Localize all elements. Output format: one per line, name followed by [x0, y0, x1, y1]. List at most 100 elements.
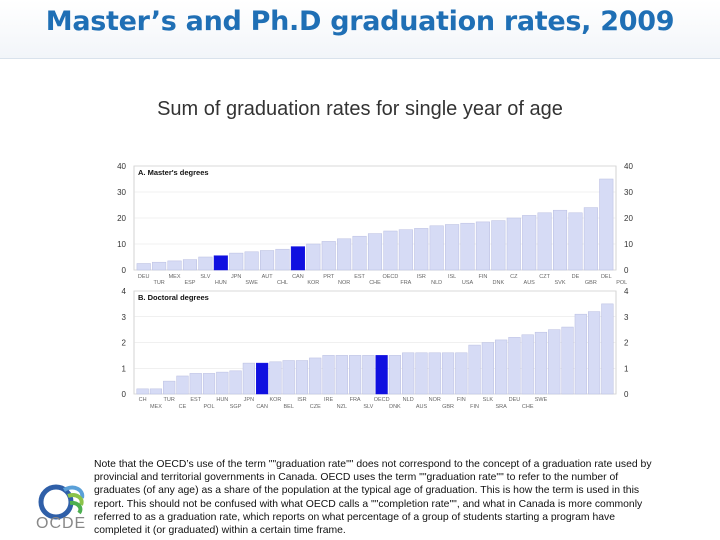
bar: [198, 256, 213, 271]
bar: [534, 331, 548, 395]
bar: [163, 380, 176, 395]
x-tick-label: FRA: [350, 397, 361, 403]
bar: [367, 233, 383, 271]
x-tick-label: DEL: [601, 274, 612, 280]
bar: [306, 243, 321, 271]
bar: [216, 371, 229, 395]
x-tick-label: GBR: [585, 280, 597, 286]
x-tick-label: OECD: [374, 397, 390, 403]
y-tick-label-left: 2: [122, 339, 127, 348]
bar: [244, 251, 259, 271]
x-tick-label: DNK: [389, 404, 401, 410]
x-tick-label: SLV: [363, 404, 373, 410]
x-tick-label: CH: [139, 397, 147, 403]
bar: [348, 355, 362, 395]
panel-title: B. Doctoral degrees: [138, 293, 209, 302]
y-tick-label-right: 2: [624, 339, 629, 348]
bar: [335, 355, 348, 395]
x-tick-label: FIN: [470, 404, 479, 410]
x-tick-label: EST: [190, 397, 201, 403]
x-tick-label: EST: [354, 274, 365, 280]
y-tick-label-right: 10: [624, 240, 633, 249]
x-tick-label: DEU: [138, 274, 150, 280]
x-tick-label: BEL: [283, 404, 293, 410]
bar: [415, 352, 428, 395]
x-tick-label: JPN: [231, 274, 241, 280]
bar: [229, 370, 242, 395]
x-tick-label: MEX: [150, 404, 162, 410]
bar: [167, 260, 182, 271]
bar: [441, 352, 455, 395]
bar: [574, 313, 587, 395]
x-tick-label: POL: [204, 404, 215, 410]
x-tick-label: FRA: [400, 280, 411, 286]
x-tick-label: KOR: [307, 280, 319, 286]
bar: [445, 224, 460, 271]
bar: [269, 361, 282, 395]
y-tick-label-left: 40: [117, 162, 126, 171]
bar: [229, 252, 244, 271]
x-tick-label: KOR: [269, 397, 281, 403]
x-tick-label: TUR: [153, 280, 164, 286]
bar: [295, 360, 309, 395]
x-tick-label: SWE: [535, 397, 548, 403]
bar: [213, 255, 228, 271]
x-tick-label: FIN: [478, 274, 487, 280]
bar: [455, 352, 468, 395]
bar: [149, 388, 163, 395]
bar: [429, 225, 444, 271]
x-tick-label: CHL: [277, 280, 288, 286]
y-tick-label-right: 40: [624, 162, 633, 171]
bar: [402, 352, 415, 395]
x-tick-label: PRT: [323, 274, 335, 280]
bar: [522, 215, 537, 271]
y-tick-label-right: 0: [624, 266, 629, 275]
y-tick-label-left: 0: [122, 266, 127, 275]
x-tick-label: CE: [179, 404, 187, 410]
bar: [414, 228, 429, 271]
x-tick-label: DEU: [509, 397, 521, 403]
bar: [587, 311, 601, 395]
x-tick-label: FIN: [457, 397, 466, 403]
oecd-logo-text: OCDE: [36, 515, 87, 532]
bar: [506, 217, 521, 271]
chart-subtitle: Sum of graduation rates for single year …: [157, 98, 563, 120]
bar: [337, 238, 352, 271]
bar: [290, 246, 305, 271]
x-tick-label: ISR: [297, 397, 306, 403]
x-tick-label: SLV: [200, 274, 210, 280]
bar: [548, 329, 561, 395]
x-tick-label: CAN: [292, 274, 304, 280]
bar: [475, 221, 490, 271]
y-tick-label-left: 3: [122, 313, 127, 322]
y-tick-label-right: 3: [624, 313, 629, 322]
title-band: [0, 0, 720, 59]
x-tick-label: NLD: [431, 280, 442, 286]
bar: [375, 355, 388, 395]
y-tick-label-left: 1: [122, 364, 127, 373]
bar: [383, 230, 398, 271]
x-tick-label: CHE: [522, 404, 534, 410]
y-tick-label-right: 30: [624, 188, 633, 197]
y-tick-label-left: 30: [117, 188, 126, 197]
x-tick-label: HUN: [215, 280, 227, 286]
x-tick-label: NOR: [429, 397, 441, 403]
x-tick-label: MEX: [169, 274, 181, 280]
x-tick-label: SVK: [555, 280, 566, 286]
x-tick-label: SLK: [483, 397, 494, 403]
y-tick-label-right: 4: [624, 287, 629, 296]
y-tick-label-left: 4: [122, 287, 127, 296]
x-tick-label: DNK: [493, 280, 505, 286]
bar: [460, 222, 475, 271]
x-tick-label: SRA: [495, 404, 507, 410]
panel-title: A. Master's degrees: [138, 168, 209, 177]
bar: [468, 344, 481, 395]
x-tick-label: CZ: [510, 274, 518, 280]
bar: [568, 212, 583, 271]
x-tick-label: GBR: [442, 404, 454, 410]
x-tick-label: SWE: [245, 280, 258, 286]
x-tick-label: AUS: [524, 280, 536, 286]
bar: [202, 373, 216, 395]
bar: [189, 373, 202, 395]
